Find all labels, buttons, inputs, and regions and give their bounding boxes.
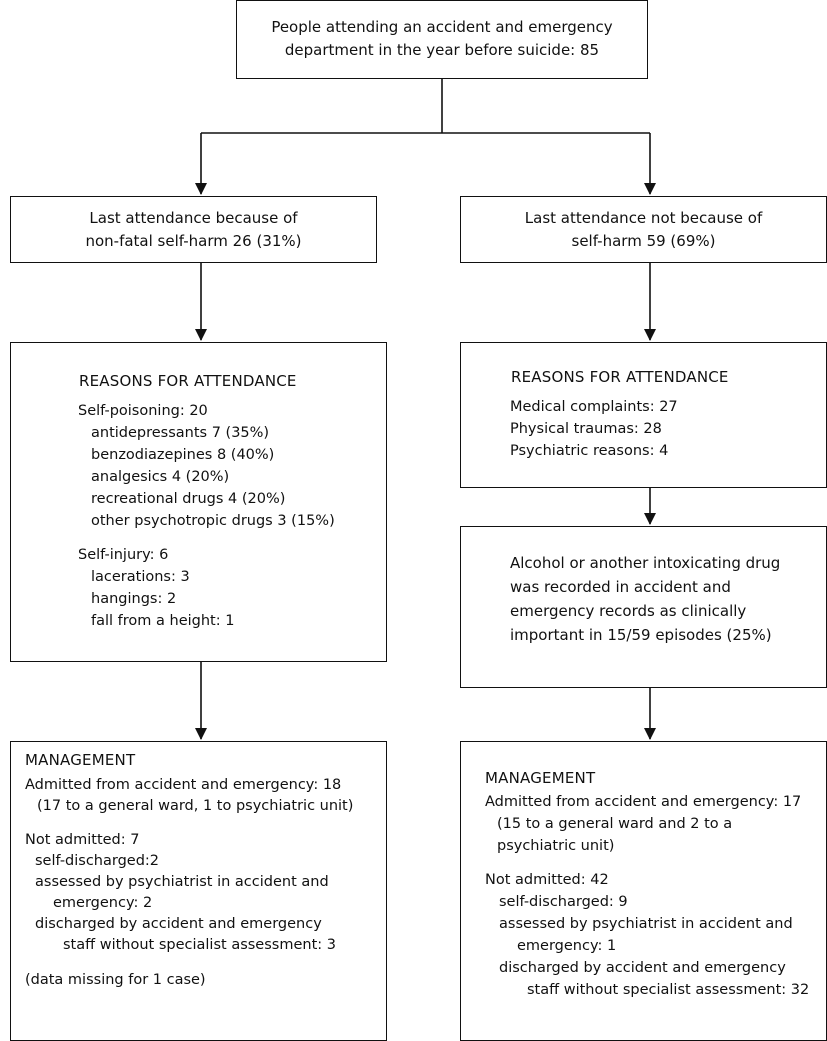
injury-item: hangings: 2 [91, 591, 177, 607]
left-attendance-line-1: Last attendance because of [89, 209, 298, 227]
right-admitted-detail: (15 to a general ward and 2 to a [497, 816, 733, 832]
left-management-item: staff without specialist assessment: 3 [63, 937, 336, 953]
self-injury-label: Self-injury: 6 [78, 547, 169, 563]
left-management-item: assessed by psychiatrist in accident and [35, 874, 329, 890]
top-box: People attending an accident and emergen… [236, 0, 648, 79]
left-management-heading: MANAGEMENT [25, 751, 136, 769]
right-reason-item: Medical complaints: 27 [510, 399, 678, 415]
right-attendance-line-1: Last attendance not because of [524, 209, 763, 227]
poisoning-item: benzodiazepines 8 (40%) [91, 447, 275, 463]
right-management-item: discharged by accident and emergency [499, 960, 786, 976]
top-line-1: People attending an accident and emergen… [271, 18, 613, 36]
top-line-2: department in the year before suicide: 8… [284, 41, 600, 59]
right-management-item: staff without specialist assessment: 32 [527, 982, 810, 998]
self-poisoning-label: Self-poisoning: 20 [78, 403, 208, 419]
left-attendance-line-2: non-fatal self-harm 26 (31%) [85, 232, 302, 250]
left-reasons-heading: REASONS FOR ATTENDANCE [79, 372, 297, 390]
right-management-item: self-discharged: 9 [499, 894, 628, 910]
poisoning-item: analgesics 4 (20%) [91, 469, 230, 485]
alcohol-line: important in 15/59 episodes (25%) [510, 626, 772, 644]
right-reason-item: Physical traumas: 28 [510, 421, 662, 437]
alcohol-line: Alcohol or another intoxicating drug [510, 554, 781, 572]
right-reason-item: Psychiatric reasons: 4 [510, 443, 669, 459]
left-data-missing-note: (data missing for 1 case) [25, 972, 206, 988]
left-not-admitted: Not admitted: 7 [25, 832, 140, 848]
right-not-admitted: Not admitted: 42 [485, 872, 609, 888]
right-management-heading: MANAGEMENT [485, 769, 596, 787]
right-attendance-line-2: self-harm 59 (69%) [571, 232, 716, 250]
right-attendance-box: Last attendance not because of self-harm… [460, 196, 827, 263]
alcohol-line: emergency records as clinically [510, 602, 747, 620]
poisoning-item: other psychotropic drugs 3 (15%) [91, 513, 335, 529]
left-management-item: emergency: 2 [53, 895, 153, 911]
left-attendance-box: Last attendance because of non-fatal sel… [10, 196, 377, 263]
left-management-box: MANAGEMENT Admitted from accident and em… [10, 741, 387, 1041]
right-management-box: MANAGEMENT Admitted from accident and em… [460, 741, 827, 1041]
left-management-item: discharged by accident and emergency [35, 916, 322, 932]
left-reasons-box: REASONS FOR ATTENDANCE Self-poisoning: 2… [10, 342, 387, 662]
left-management-item: self-discharged:2 [35, 853, 160, 869]
right-admitted-detail: psychiatric unit) [497, 838, 615, 854]
left-admitted: Admitted from accident and emergency: 18 [25, 777, 342, 793]
right-reasons-heading: REASONS FOR ATTENDANCE [511, 368, 729, 386]
poisoning-item: recreational drugs 4 (20%) [91, 491, 286, 507]
left-admitted-detail: (17 to a general ward, 1 to psychiatric … [37, 798, 354, 814]
alcohol-line: was recorded in accident and [510, 578, 731, 596]
right-management-item: emergency: 1 [517, 938, 617, 954]
right-management-item: assessed by psychiatrist in accident and [499, 916, 793, 932]
right-admitted: Admitted from accident and emergency: 17 [485, 794, 802, 810]
alcohol-box: Alcohol or another intoxicating drug was… [460, 526, 827, 688]
poisoning-item: antidepressants 7 (35%) [91, 425, 270, 441]
injury-item: fall from a height: 1 [91, 613, 235, 629]
right-reasons-box: REASONS FOR ATTENDANCE Medical complaint… [460, 342, 827, 488]
injury-item: lacerations: 3 [91, 569, 190, 585]
